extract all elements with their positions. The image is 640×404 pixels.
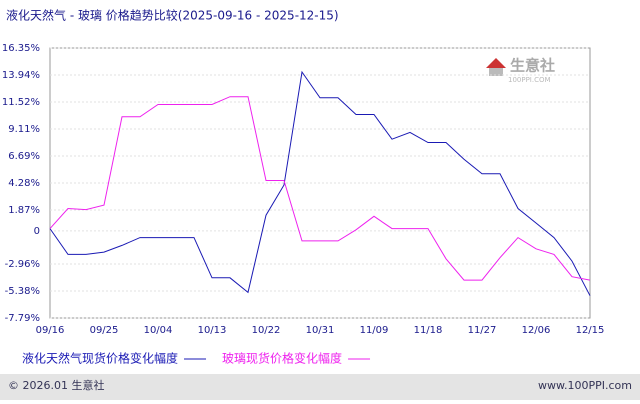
x-tick-label: 09/16: [36, 325, 65, 336]
watermark-site: 100PPI.COM: [508, 76, 551, 84]
y-tick-label: 11.52%: [2, 97, 40, 108]
x-tick-label: 09/25: [90, 325, 119, 336]
y-tick-label: 16.35%: [2, 43, 40, 54]
x-tick-label: 10/04: [144, 325, 173, 336]
x-tick-label: 10/13: [198, 325, 227, 336]
y-tick-label: -7.79%: [5, 313, 40, 324]
footer-right: www.100PPI.com: [538, 379, 632, 392]
series-line: [49, 96, 591, 281]
y-tick-label: 13.94%: [2, 70, 40, 81]
logo-roof: [486, 58, 506, 68]
watermark: 生意社 100PPI.COM: [486, 57, 555, 84]
x-tick-label: 12/06: [522, 325, 551, 336]
legend-label: 液化天然气现货价格变化幅度: [22, 351, 178, 366]
chart-title: 液化天然气 - 玻璃 价格趋势比较(2025-09-16 - 2025-12-1…: [6, 8, 339, 23]
x-tick-label: 11/27: [468, 325, 497, 336]
footer-bar: [0, 374, 640, 400]
footer-left: © 2026.01 生意社: [8, 378, 104, 392]
y-tick-label: -2.96%: [5, 259, 40, 270]
legend-label: 玻璃现货价格变化幅度: [222, 351, 342, 366]
series-line: [49, 70, 591, 296]
y-tick-label: 1.87%: [8, 205, 40, 216]
y-tick-label: -5.38%: [5, 286, 40, 297]
y-tick-label: 9.11%: [8, 124, 40, 135]
y-tick-label: 6.69%: [8, 151, 40, 162]
logo-body: [489, 68, 503, 76]
x-tick-label: 10/31: [306, 325, 335, 336]
y-tick-label: 4.28%: [8, 178, 40, 189]
x-tick-label: 11/18: [414, 325, 443, 336]
x-tick-label: 12/15: [576, 325, 605, 336]
y-tick-label: 0: [34, 226, 40, 237]
x-tick-label: 11/09: [360, 325, 389, 336]
x-tick-label: 10/22: [252, 325, 281, 336]
watermark-brand: 生意社: [510, 57, 555, 75]
